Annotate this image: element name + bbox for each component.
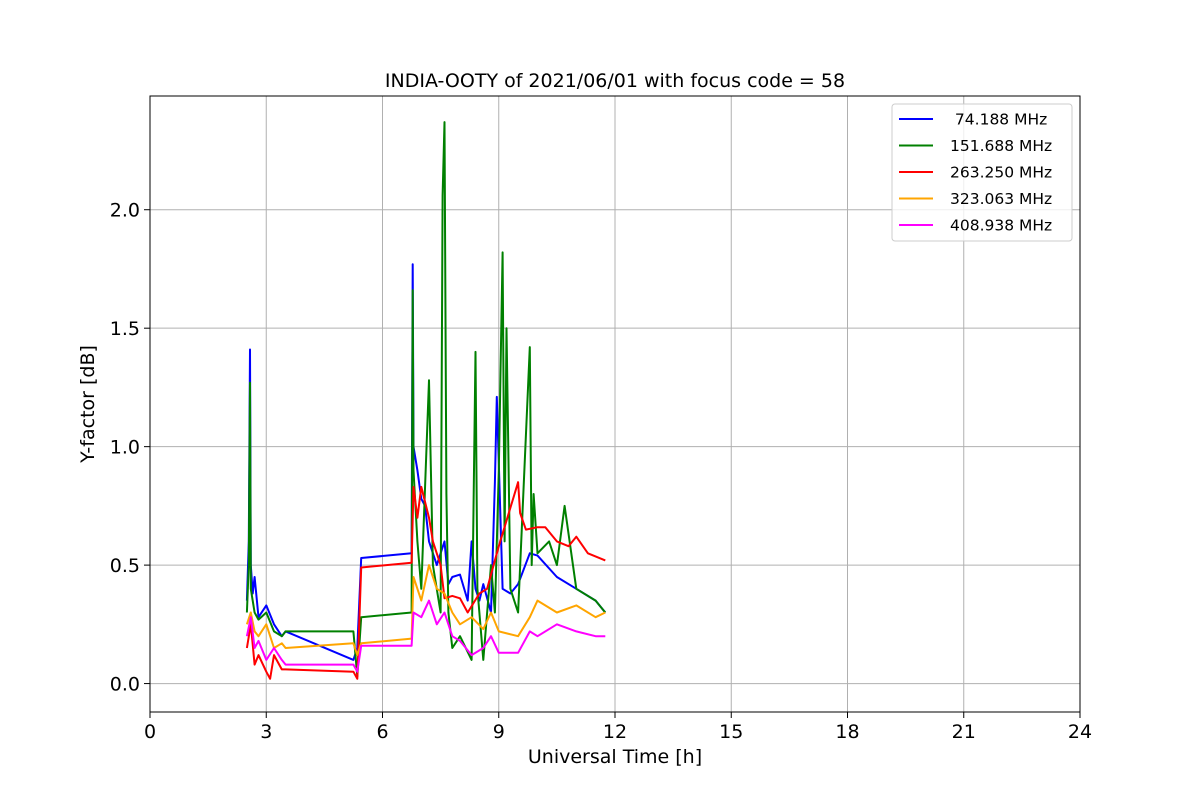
x-tick-label: 21 bbox=[952, 721, 976, 743]
x-axis-ticks: 0 3 6 9 12 15 18 21 24 bbox=[144, 712, 1092, 743]
plot-area bbox=[245, 121, 607, 680]
x-tick-label: 12 bbox=[603, 721, 627, 743]
legend-label-2: 151.688 MHz bbox=[950, 137, 1052, 155]
x-tick-label: 15 bbox=[719, 721, 743, 743]
legend-label-4: 323.063 MHz bbox=[950, 190, 1052, 208]
series-line-5 bbox=[245, 599, 606, 673]
x-tick-label: 3 bbox=[260, 721, 272, 743]
y-tick-label: 0.5 bbox=[110, 555, 140, 577]
y-tick-label: 1.0 bbox=[110, 437, 140, 459]
legend-box bbox=[891, 103, 1073, 242]
series-line-2 bbox=[245, 121, 607, 678]
x-tick-label: 6 bbox=[376, 721, 388, 743]
legend-label-5: 408.938 MHz bbox=[950, 217, 1052, 235]
x-tick-label: 24 bbox=[1068, 721, 1092, 743]
legend-label-1: 74.188 MHz bbox=[950, 111, 1047, 129]
x-tick-label: 18 bbox=[835, 721, 859, 743]
legend-label-3: 263.250 MHz bbox=[950, 164, 1052, 182]
y-tick-label: 1.5 bbox=[110, 318, 140, 340]
y-axis-ticks: 0.0 0.5 1.0 1.5 2.0 bbox=[110, 200, 150, 696]
chart-title: INDIA-OOTY of 2021/06/01 with focus code… bbox=[385, 70, 845, 92]
series-line-1 bbox=[245, 263, 607, 661]
y-tick-label: 0.0 bbox=[110, 674, 140, 696]
x-tick-label: 9 bbox=[493, 721, 505, 743]
y-axis-label: Y-factor [dB] bbox=[77, 345, 99, 464]
y-tick-label: 2.0 bbox=[110, 200, 140, 222]
series-line-4 bbox=[245, 564, 606, 657]
legend: 74.188 MHz 151.688 MHz 263.250 MHz 323.063 … bbox=[891, 103, 1073, 242]
x-tick-label: 0 bbox=[144, 721, 156, 743]
x-axis-label: Universal Time [h] bbox=[528, 746, 702, 768]
series-line-3 bbox=[245, 481, 606, 680]
